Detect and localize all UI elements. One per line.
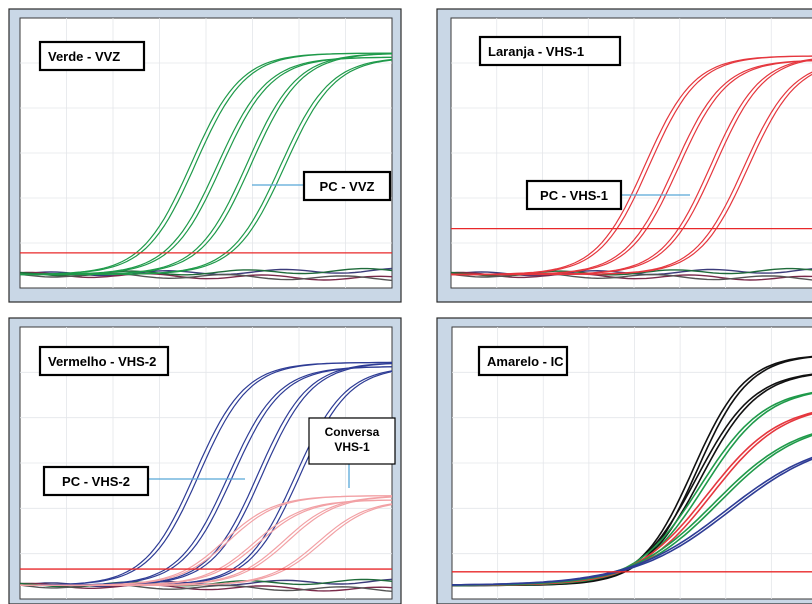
panel-label: Amarelo - IC (487, 354, 564, 369)
panel-ic: Amarelo - IC (436, 317, 812, 604)
panel-label: Laranja - VHS-1 (488, 44, 584, 59)
annotation-box (525, 179, 623, 211)
annotation-box (308, 417, 396, 465)
amplification-curve (20, 503, 393, 586)
annotation-text: VHS-1 (334, 440, 370, 454)
grid (452, 327, 812, 599)
baseline-trace (19, 272, 393, 282)
baseline-trace (19, 582, 393, 592)
panel-vhs1: Laranja - VHS-1 PC - VHS-1 (436, 8, 812, 303)
baseline-trace (19, 271, 393, 281)
curves (450, 55, 812, 281)
amplification-curve (20, 361, 392, 586)
curves (19, 52, 393, 282)
panel-label-box (38, 345, 170, 377)
amplification-curve (20, 59, 393, 276)
panel-label-box (38, 40, 146, 72)
annotation-box (42, 465, 150, 497)
panel-label: Verde - VVZ (48, 49, 120, 64)
amplification-curve (452, 458, 812, 586)
annotation-text: PC - VHS-2 (62, 474, 130, 489)
baseline-trace (450, 271, 812, 281)
curves (451, 355, 812, 587)
panel-label: Vermelho - VHS-2 (48, 354, 156, 369)
panel-label-box (477, 345, 569, 377)
annotation-text: PC - VVZ (320, 179, 375, 194)
annotation-text: Conversa (325, 425, 380, 439)
annotation-box (302, 170, 392, 202)
annotation-text: PC - VHS-1 (540, 188, 608, 203)
amplification-curve (451, 73, 812, 276)
amplification-curve (20, 52, 392, 275)
panel-vvz: Verde - VVZ PC - VVZ (8, 8, 402, 303)
panel-label-box (478, 35, 622, 67)
curves (19, 361, 393, 592)
